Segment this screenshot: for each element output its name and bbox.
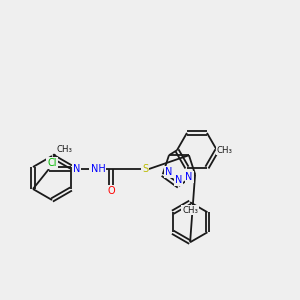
Text: S: S <box>142 164 148 174</box>
Text: NH: NH <box>91 164 106 174</box>
Text: N: N <box>73 164 80 174</box>
Text: N: N <box>175 175 183 185</box>
Text: CH₃: CH₃ <box>182 206 198 215</box>
Text: Cl: Cl <box>47 158 57 168</box>
Text: N: N <box>185 172 193 182</box>
Text: CH₃: CH₃ <box>57 145 73 154</box>
Text: O: O <box>107 186 115 196</box>
Text: CH₃: CH₃ <box>217 146 233 155</box>
Text: N: N <box>165 167 172 177</box>
